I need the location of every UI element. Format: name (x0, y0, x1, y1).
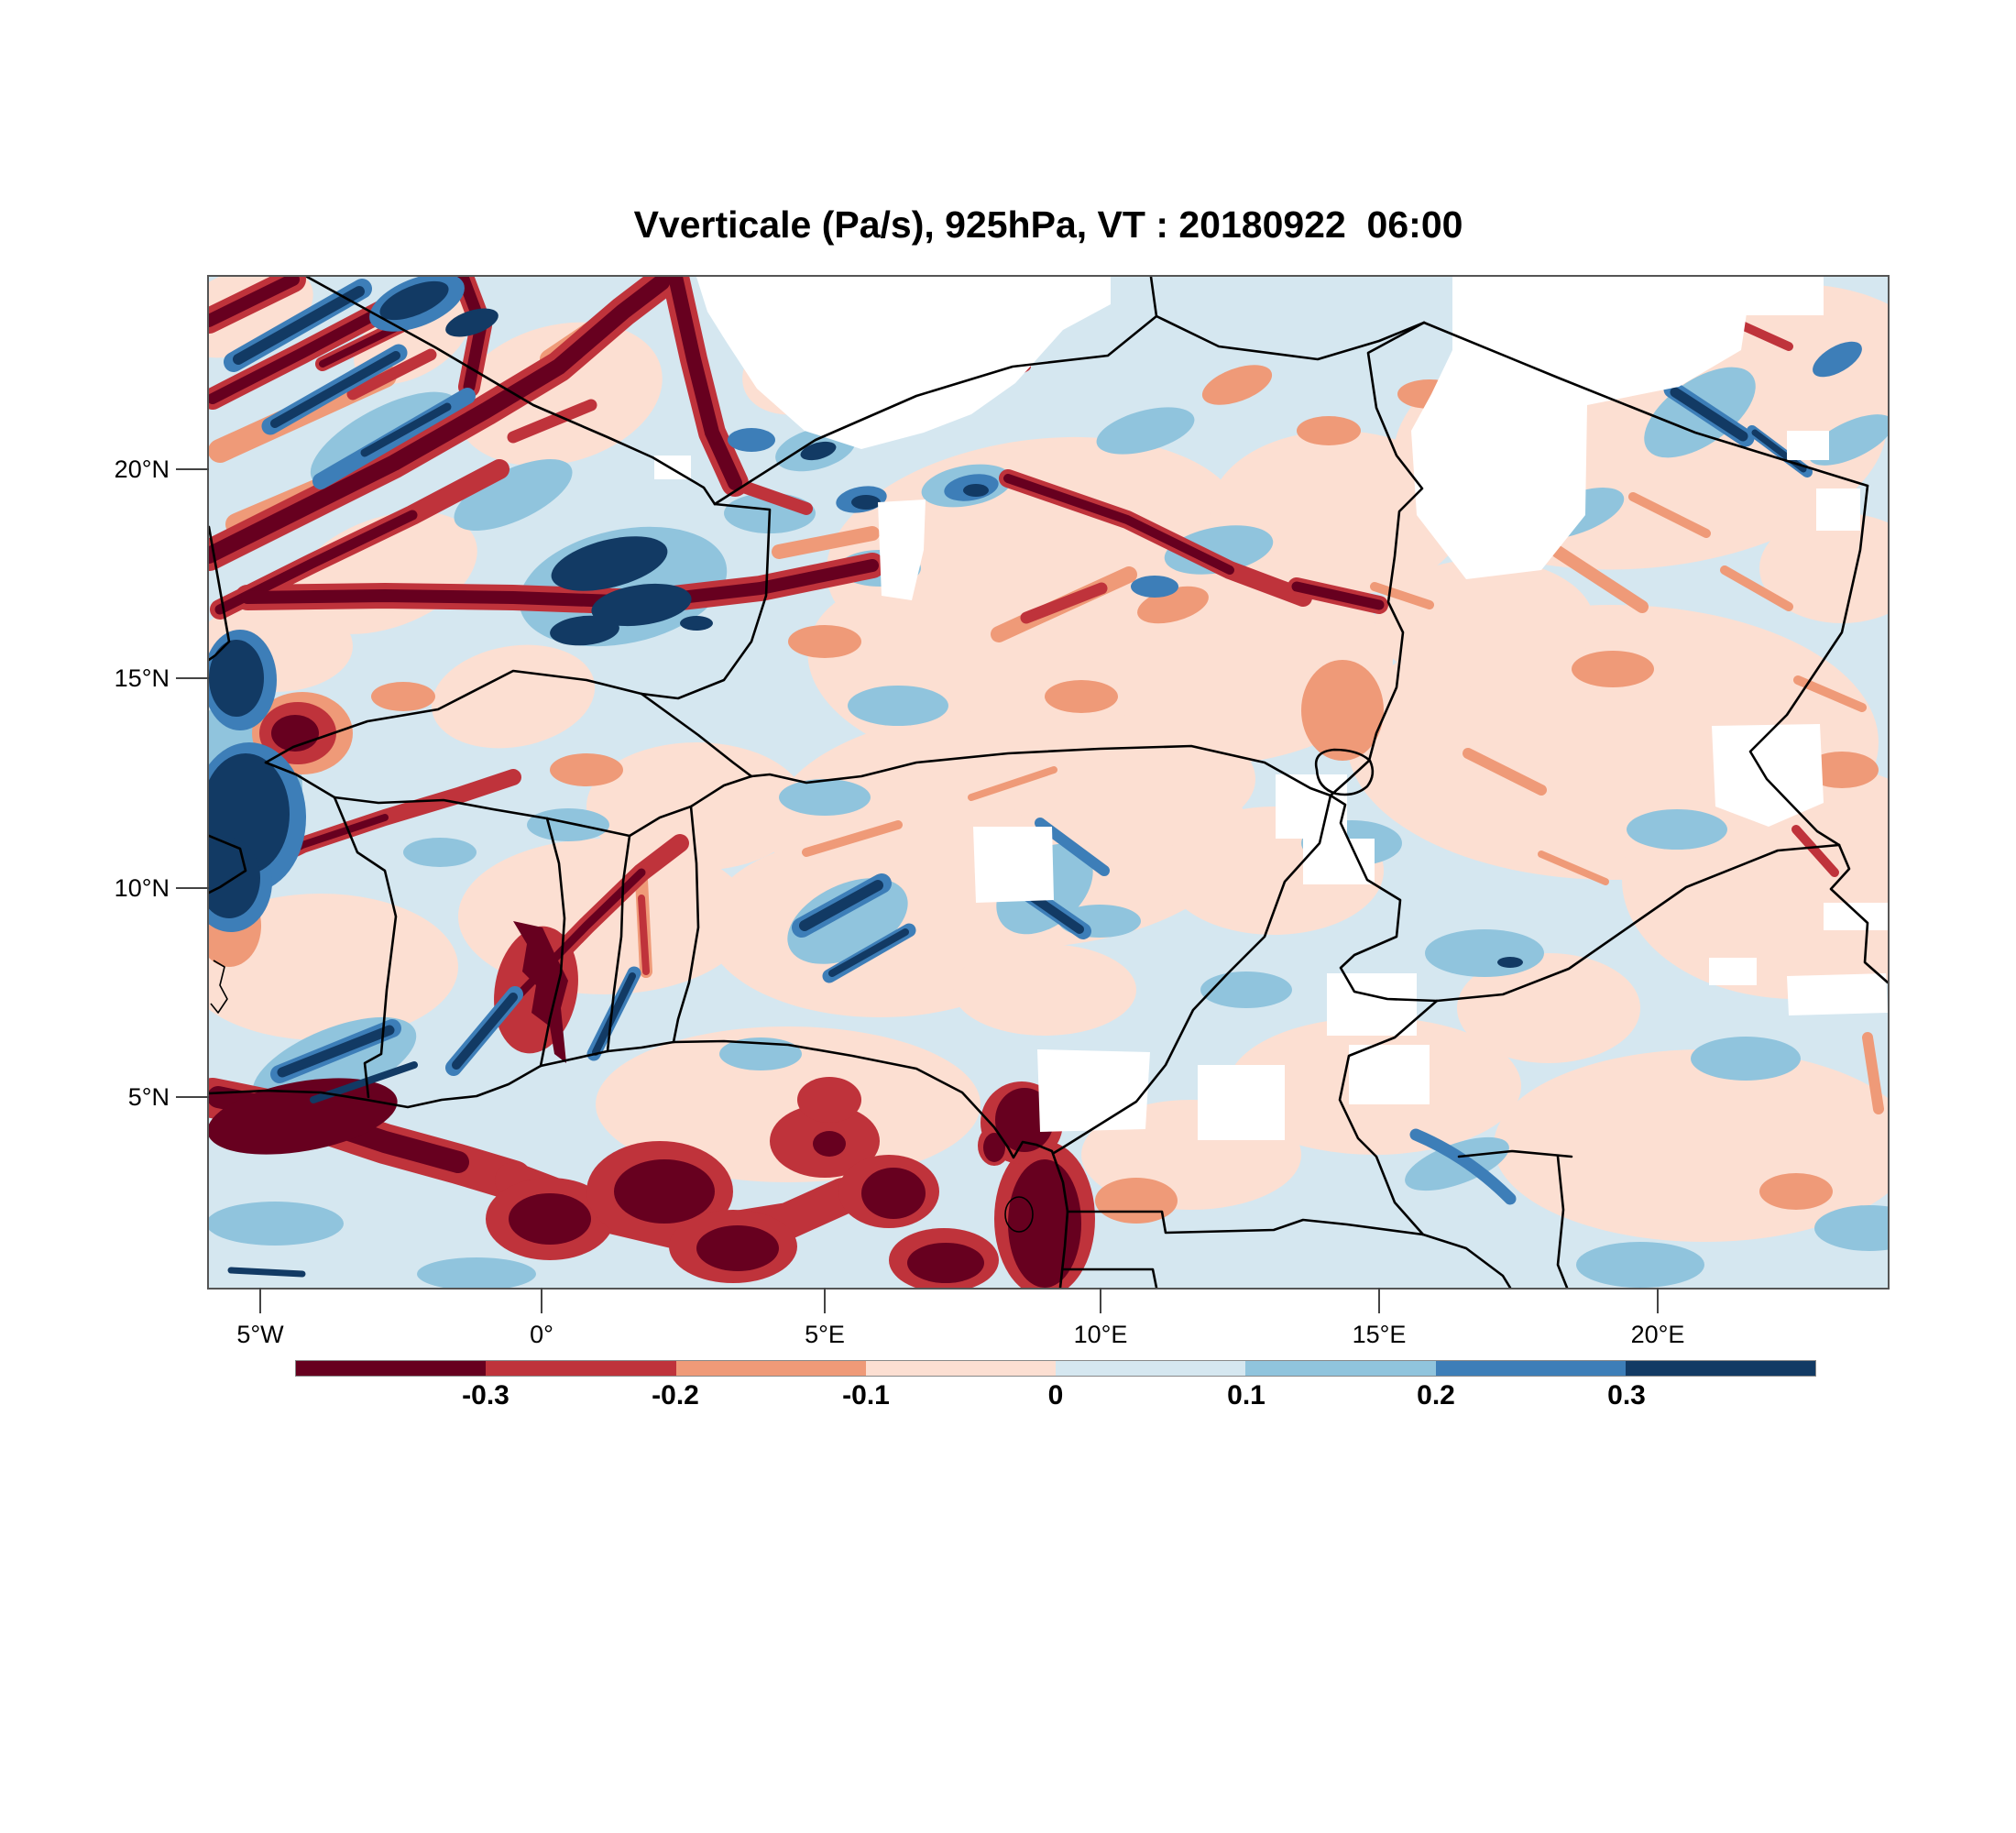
xtick-0 (541, 1288, 542, 1313)
colorbar-segment (1435, 1361, 1626, 1376)
xtick-5w (259, 1288, 261, 1313)
xtick-20e (1657, 1288, 1659, 1313)
colorbar-label: -0.3 (462, 1380, 509, 1410)
contour-field-blue-streaks (209, 277, 1862, 1278)
colorbar-label: -0.2 (652, 1380, 699, 1410)
xtick-label-5w: 5°W (236, 1321, 284, 1348)
colorbar-segment (675, 1361, 866, 1376)
colorbar-segment (296, 1361, 487, 1376)
ytick-label-20n: 20°N (114, 456, 170, 483)
country-borders (209, 277, 1888, 1288)
colorbar-label: -0.1 (842, 1380, 890, 1410)
ytick-5n (176, 1096, 209, 1098)
ytick-15n (176, 677, 209, 679)
xtick-label-0: 0° (530, 1321, 553, 1348)
colorbar-segment (1056, 1361, 1246, 1376)
ytick-label-10n: 10°N (114, 874, 170, 902)
colorbar (295, 1360, 1816, 1377)
xtick-15e (1378, 1288, 1380, 1313)
ytick-20n (176, 468, 209, 470)
colorbar-segment (865, 1361, 1056, 1376)
colorbar-label: 0.3 (1607, 1380, 1646, 1410)
xtick-label-20e: 20°E (1630, 1321, 1685, 1348)
xtick-label-5e: 5°E (805, 1321, 845, 1348)
ytick-label-5n: 5°N (127, 1083, 170, 1111)
colorbar-label: 0.1 (1227, 1380, 1265, 1410)
xtick-label-10e: 10°E (1073, 1321, 1128, 1348)
colorbar-segment (486, 1361, 676, 1376)
colorbar-segment (1245, 1361, 1436, 1376)
xtick-5e (824, 1288, 826, 1313)
colorbar-label: 0.2 (1417, 1380, 1455, 1410)
colorbar-label: 0 (1047, 1380, 1064, 1410)
ytick-10n (176, 887, 209, 889)
xtick-10e (1100, 1288, 1101, 1313)
xtick-label-15e: 15°E (1352, 1321, 1407, 1348)
ytick-label-15n: 15°N (114, 664, 170, 692)
map-plot (209, 277, 1888, 1288)
colorbar-segment (1625, 1361, 1815, 1376)
chart-title: Vverticale (Pa/s), 925hPa, VT : 20180922… (633, 203, 1463, 246)
